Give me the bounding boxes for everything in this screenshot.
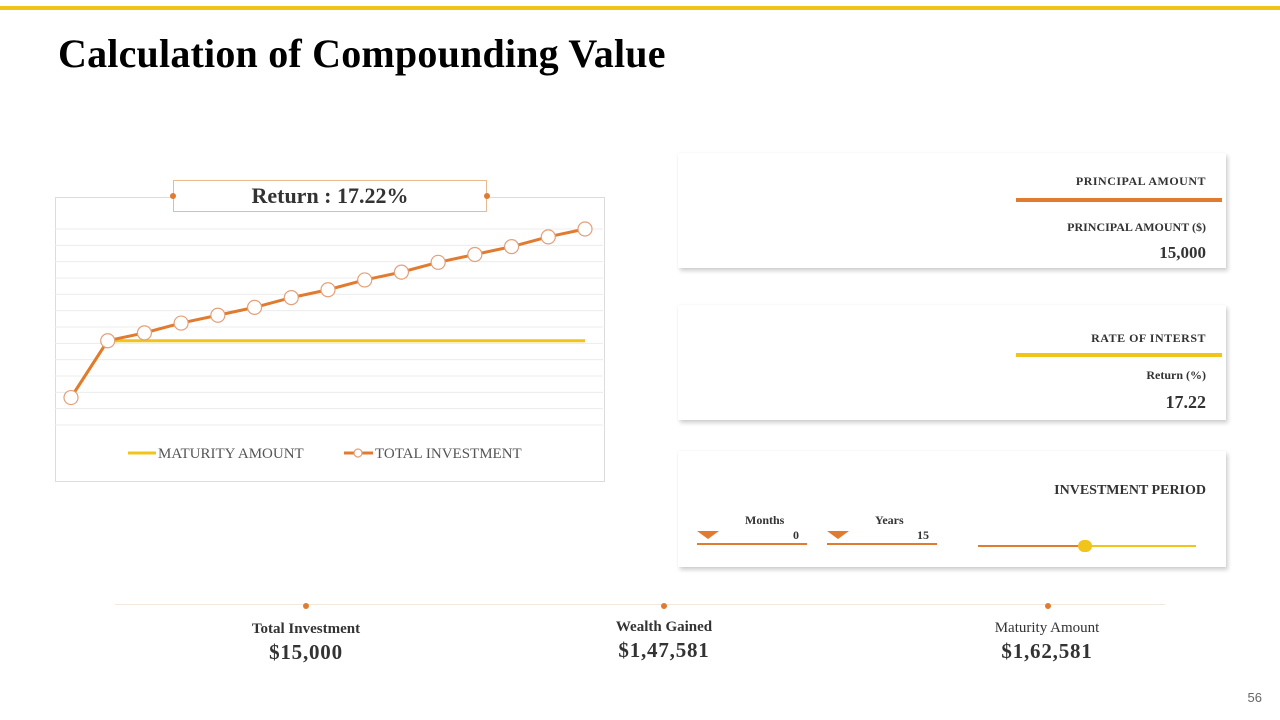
- rate-accent-bar: [1016, 353, 1222, 357]
- months-value: 0: [793, 528, 799, 542]
- data-point: [320, 282, 336, 298]
- years-label: Years: [875, 513, 904, 527]
- legend-marker-total: [353, 448, 363, 458]
- summary-divider: [115, 604, 1165, 605]
- top-accent-bar: [0, 6, 1280, 10]
- total-investment-stat: Total Investment $15,000: [176, 621, 436, 665]
- principal-accent-bar: [1016, 198, 1222, 202]
- wealth-gained-stat: Wealth Gained $1,47,581: [534, 619, 794, 663]
- data-point: [100, 333, 116, 349]
- wealth-gained-label: Wealth Gained: [615, 619, 713, 635]
- maturity-amount-label: Maturity Amount: [994, 620, 1100, 636]
- years-underline: [827, 543, 937, 545]
- chart-title: Return : 17.22%: [251, 183, 409, 208]
- summary-dot-total: [303, 603, 309, 609]
- years-dropdown-icon[interactable]: [827, 531, 849, 539]
- return-percent-label: Return (%): [1146, 368, 1206, 382]
- principal-amount-value[interactable]: 15,000: [1159, 243, 1206, 262]
- months-label: Months: [745, 513, 785, 527]
- data-point: [136, 325, 153, 341]
- years-value: 15: [917, 528, 929, 542]
- principal-card: PRINCIPAL AMOUNT PRINCIPAL AMOUNT ($) 15…: [678, 153, 1226, 268]
- slider-handle[interactable]: [1078, 540, 1092, 552]
- principal-heading: PRINCIPAL AMOUNT: [1075, 174, 1206, 188]
- chart-title-left-handle: [170, 193, 176, 199]
- page-number: 56: [1247, 690, 1262, 705]
- period-slider[interactable]: [978, 539, 1196, 553]
- page-title: Calculation of Compounding Value: [58, 31, 666, 76]
- investment-period-card: INVESTMENT PERIOD Months 0 Years 15: [678, 451, 1226, 567]
- months-underline: [697, 543, 807, 545]
- total-investment-value: $15,000: [269, 640, 343, 664]
- data-point: [357, 272, 373, 288]
- data-point: [430, 254, 446, 270]
- maturity-amount-stat: Maturity Amount $1,62,581: [917, 620, 1177, 664]
- slider-track-filled: [978, 545, 1085, 547]
- slider-track-empty: [1085, 545, 1196, 547]
- return-percent-value[interactable]: 17.22: [1165, 392, 1207, 412]
- data-point: [503, 239, 520, 255]
- data-point: [246, 299, 263, 316]
- line-chart: MATURITY AMOUNT TOTAL INVESTMENT: [55, 221, 603, 462]
- series-line-total-investment: [69, 227, 586, 399]
- rate-card: RATE OF INTERST Return (%) 17.22: [678, 305, 1226, 420]
- months-stepper[interactable]: Months 0: [697, 513, 807, 547]
- data-point: [467, 246, 483, 263]
- principal-amount-label: PRINCIPAL AMOUNT ($): [1067, 220, 1206, 234]
- legend-label-maturity: MATURITY AMOUNT: [158, 446, 304, 462]
- months-dropdown-icon[interactable]: [697, 531, 719, 539]
- series-line-maturity-amount: [69, 339, 585, 399]
- total-investment-label: Total Investment: [251, 621, 361, 637]
- rate-heading: RATE OF INTERST: [1091, 331, 1206, 345]
- legend-label-total: TOTAL INVESTMENT: [375, 446, 522, 462]
- investment-period-heading: INVESTMENT PERIOD: [1054, 483, 1206, 498]
- data-point: [393, 264, 410, 280]
- data-point: [210, 307, 226, 323]
- years-stepper[interactable]: Years 15: [827, 513, 937, 547]
- data-point: [577, 221, 593, 237]
- chart-title-box: Return : 17.22%: [170, 180, 490, 212]
- summary-dot-wealth: [661, 603, 667, 609]
- chart-title-right-handle: [484, 193, 490, 199]
- data-point: [283, 289, 299, 306]
- maturity-amount-value: $1,62,581: [1001, 639, 1093, 663]
- data-point: [540, 229, 556, 245]
- summary-dot-maturity: [1045, 603, 1051, 609]
- data-point: [173, 315, 189, 331]
- wealth-gained-value: $1,47,581: [618, 638, 710, 662]
- data-point: [63, 389, 79, 406]
